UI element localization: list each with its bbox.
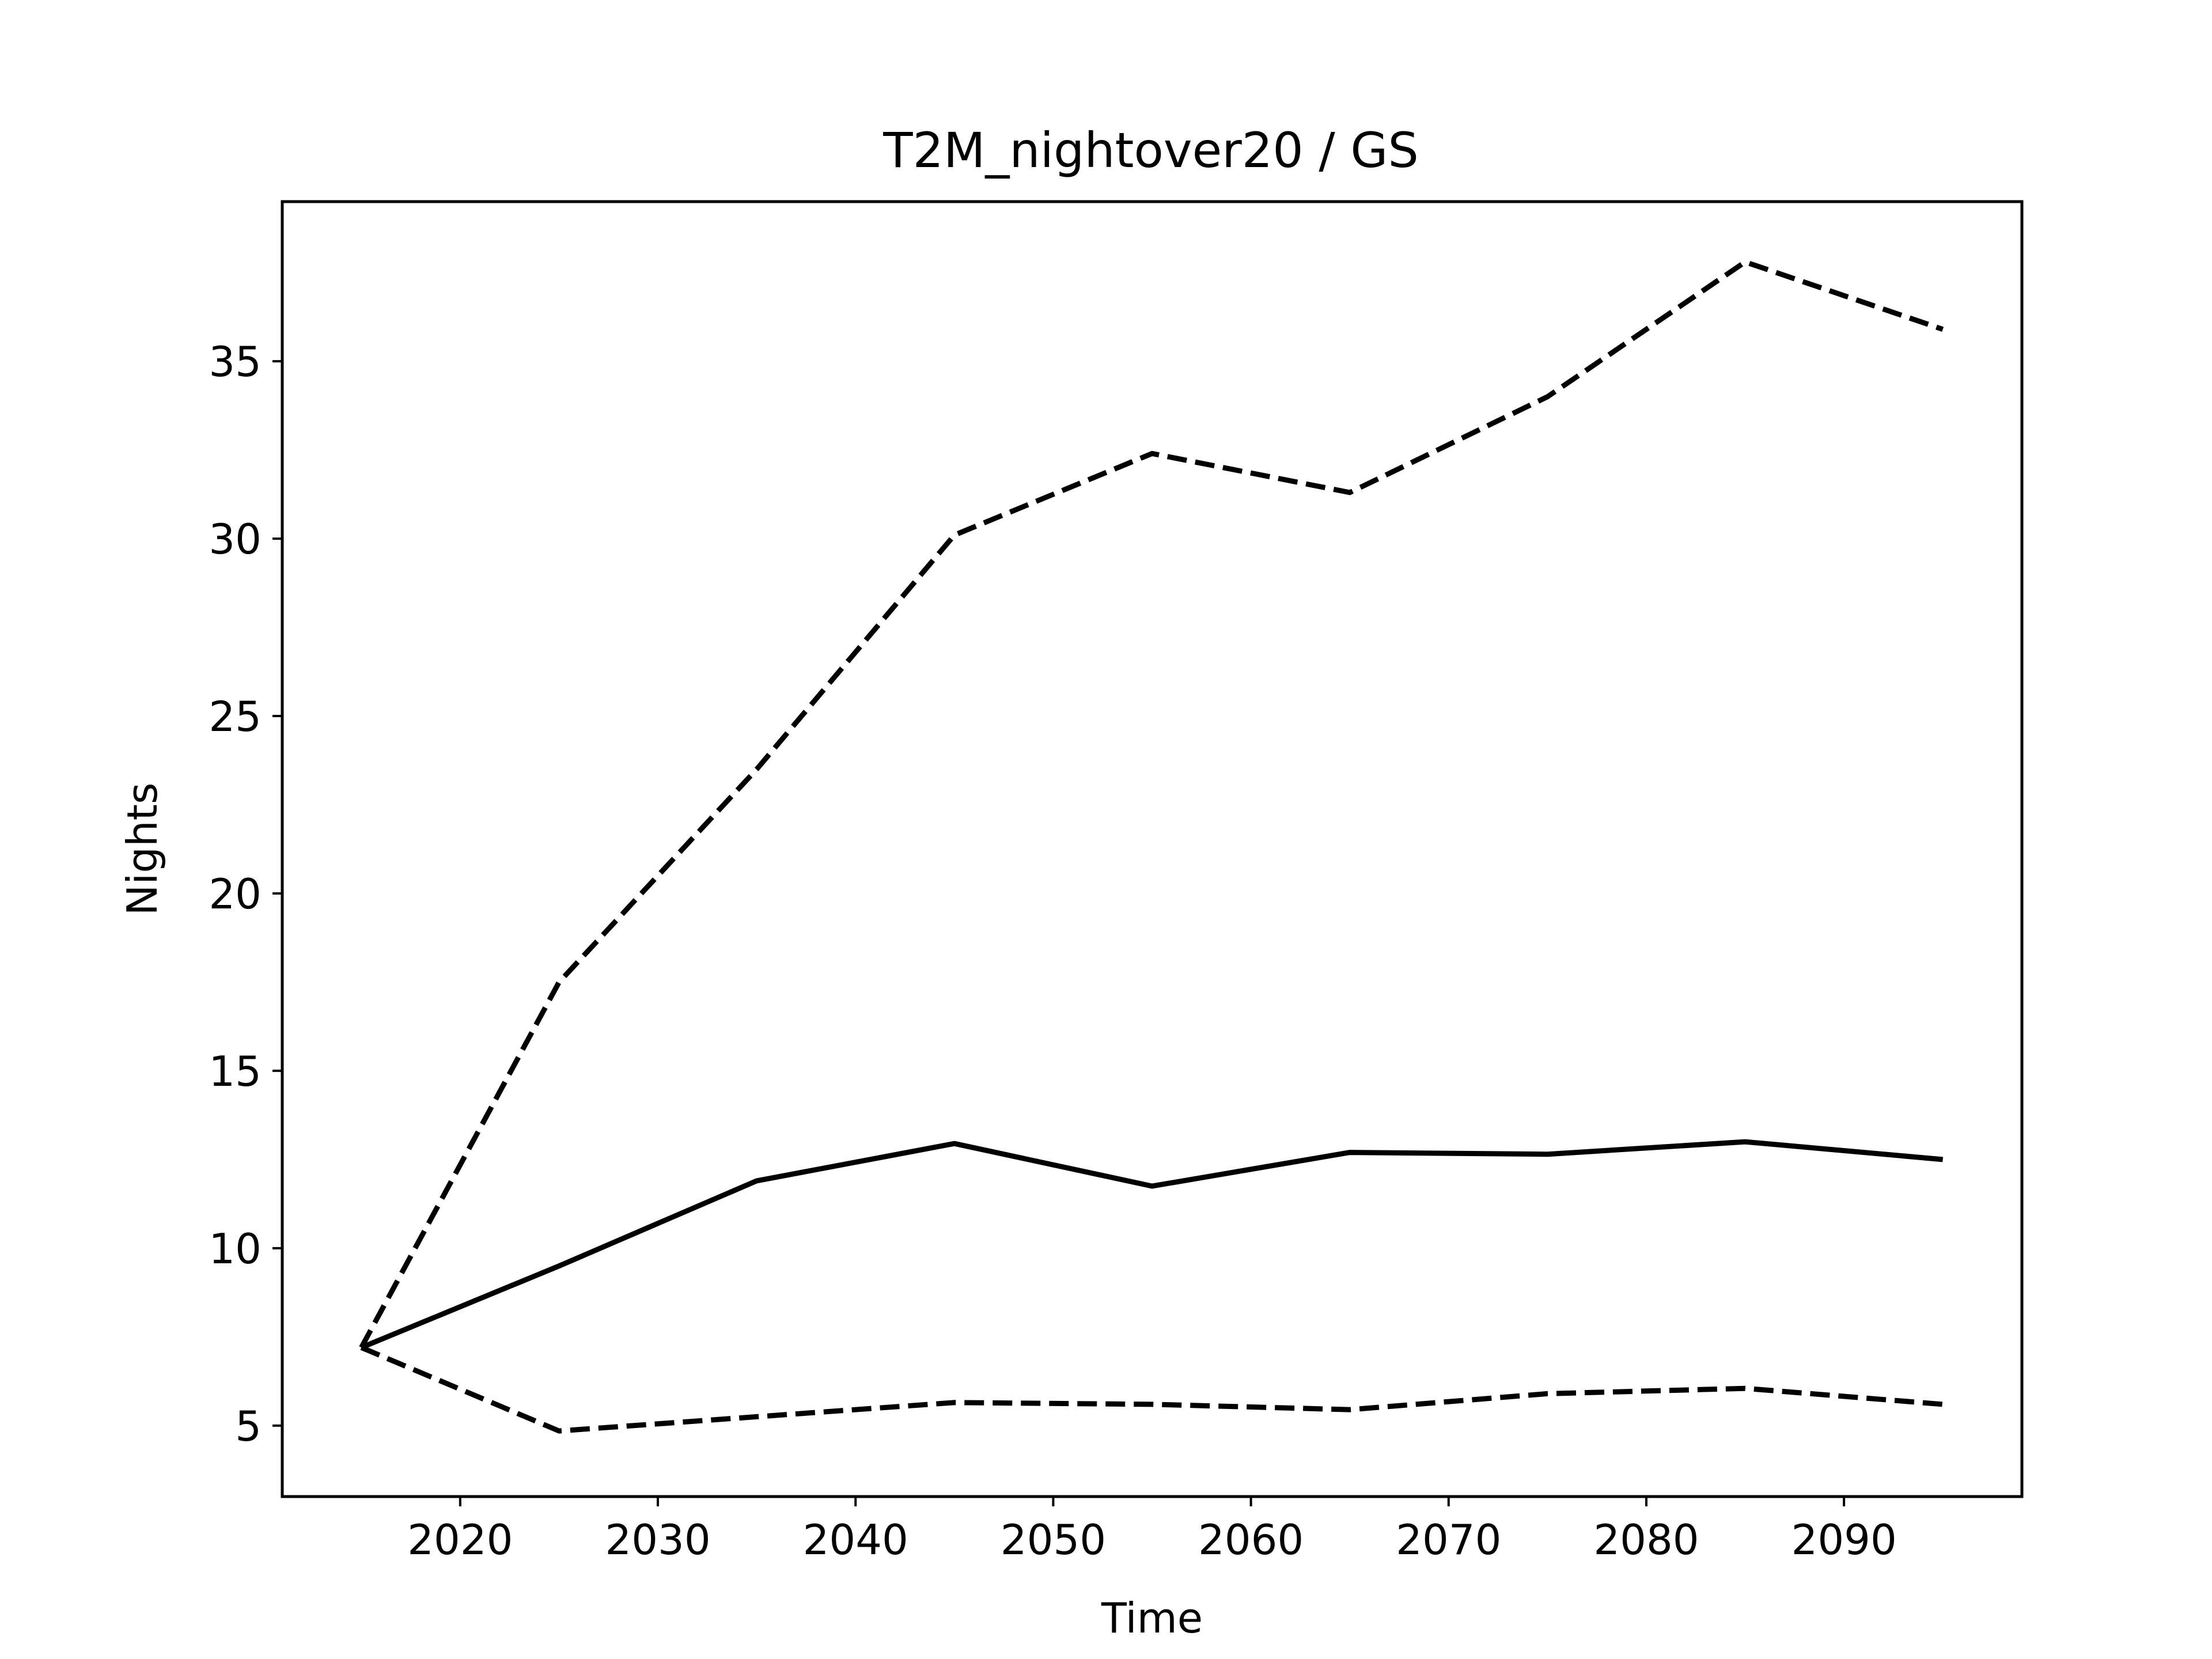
series-3-point xyxy=(1347,1407,1352,1412)
series-1-point xyxy=(1545,1152,1550,1157)
series-1-point xyxy=(952,1141,957,1146)
series-3-point xyxy=(1941,1402,1945,1407)
plot-area xyxy=(359,259,1945,1434)
series-1-point xyxy=(1941,1157,1945,1162)
series-1-point xyxy=(557,1264,562,1268)
x-tick-label: 2020 xyxy=(407,1516,513,1564)
x-axis: 2020 2030 2040 2050 2060 2070 2080 2090 xyxy=(407,1497,1897,1564)
series-1-point xyxy=(1347,1150,1352,1155)
series-2-point xyxy=(1150,451,1154,456)
series-2-point xyxy=(1545,395,1550,399)
y-axis-label: Nights xyxy=(118,783,166,916)
y-tick-label: 30 xyxy=(209,515,262,563)
series-1-point xyxy=(755,1179,759,1183)
x-tick-label: 2050 xyxy=(1001,1516,1106,1564)
series-line-1 xyxy=(360,1139,1944,1350)
series-3-point xyxy=(1150,1402,1154,1407)
y-tick-label: 20 xyxy=(209,870,262,918)
series-1-point xyxy=(1743,1139,1748,1144)
axes-frame xyxy=(281,200,2024,1498)
series-2-point xyxy=(952,533,957,537)
series-1-point xyxy=(1150,1184,1154,1188)
y-axis: 5 10 15 20 25 30 35 xyxy=(209,338,282,1450)
series-3-point xyxy=(755,1414,759,1419)
series-2-point xyxy=(557,980,562,984)
x-tick-label: 2040 xyxy=(803,1516,908,1564)
x-tick-label: 2070 xyxy=(1396,1516,1501,1564)
series-3-point xyxy=(1743,1386,1748,1391)
series-3-point xyxy=(952,1400,957,1405)
y-tick-label: 35 xyxy=(209,338,262,386)
series-2-point xyxy=(1743,260,1748,264)
x-tick-label: 2090 xyxy=(1791,1516,1897,1564)
series-2-point xyxy=(1941,327,1945,332)
series-line-2 xyxy=(359,259,1944,1349)
x-axis-label: Time xyxy=(1101,1594,1203,1642)
x-tick-label: 2080 xyxy=(1593,1516,1699,1564)
y-tick-label: 15 xyxy=(209,1047,262,1096)
y-tick-label: 5 xyxy=(235,1402,262,1450)
series-3-point xyxy=(359,1345,363,1350)
series-2-point xyxy=(755,767,759,771)
series-2-point xyxy=(1347,490,1352,495)
series-3-point xyxy=(557,1429,562,1433)
x-tick-label: 2030 xyxy=(605,1516,710,1564)
series-3-point xyxy=(1545,1391,1550,1396)
y-tick-label: 25 xyxy=(209,692,262,741)
series-line-3 xyxy=(360,1345,1944,1434)
x-tick-label: 2060 xyxy=(1198,1516,1304,1564)
y-tick-label: 10 xyxy=(209,1225,262,1273)
chart-title: T2M_nightover20 / GS xyxy=(882,122,1419,179)
